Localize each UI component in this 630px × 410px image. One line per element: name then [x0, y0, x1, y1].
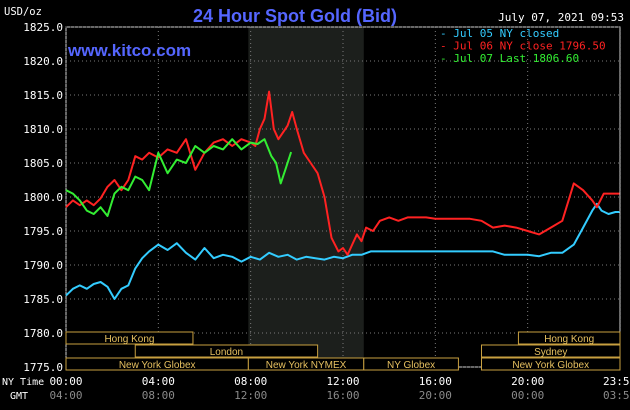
x-tick-label-ny: 20:00: [511, 375, 544, 388]
x-label-gmt: GMT: [10, 391, 28, 402]
session-box: [363, 357, 459, 371]
site-url[interactable]: www.kitco.com: [67, 41, 191, 60]
y-tick-label: 1790.0: [23, 259, 63, 272]
x-tick-label-gmt: 03:59: [603, 389, 630, 402]
session-label: Sydney: [534, 347, 567, 358]
legend-entry: - Jul 07 Last 1806.60: [440, 52, 579, 65]
x-tick-label-ny: 23:59: [603, 375, 630, 388]
x-tick-label-ny: 16:00: [419, 375, 452, 388]
chart-title: 24 Hour Spot Gold (Bid): [193, 6, 397, 26]
session-label: NY Globex: [387, 360, 435, 371]
y-tick-label: 1800.0: [23, 191, 63, 204]
session-label: New York Globex: [512, 360, 589, 371]
y-tick-label: 1820.0: [23, 55, 63, 68]
session-box: [517, 331, 621, 345]
chart-timestamp: July 07, 2021 09:53: [498, 11, 624, 24]
session-box: [65, 331, 194, 345]
session-label: London: [210, 347, 243, 358]
y-tick-label: 1795.0: [23, 225, 63, 238]
y-tick-label: 1805.0: [23, 157, 63, 170]
session-box: [481, 344, 621, 358]
series-line-3: [65, 138, 293, 217]
x-tick-label-gmt: 04:00: [49, 389, 82, 402]
x-tick-label-gmt: 00:00: [511, 389, 544, 402]
x-tick-label-ny: 00:00: [49, 375, 82, 388]
x-tick-label-gmt: 12:00: [234, 389, 267, 402]
session-label: New York Globex: [119, 360, 196, 371]
session-box: [134, 344, 319, 358]
session-label: Hong Kong: [544, 334, 594, 345]
x-tick-label-ny: 08:00: [234, 375, 267, 388]
y-tick-label: 1775.0: [23, 361, 63, 374]
x-label-ny: NY Time: [2, 377, 44, 388]
legend-entry: - Jul 05 NY closed: [440, 27, 559, 40]
x-tick-label-ny: 12:00: [326, 375, 359, 388]
y-tick-label: 1815.0: [23, 89, 63, 102]
y-unit-label: USD/oz: [4, 6, 42, 18]
legend: - Jul 05 NY closed- Jul 06 NY close 1796…: [440, 27, 606, 65]
x-tick-label-gmt: 08:00: [142, 389, 175, 402]
session-box: [481, 357, 621, 371]
session-label: New York NYMEX: [266, 360, 347, 371]
y-tick-label: 1780.0: [23, 327, 63, 340]
series-line-1: [65, 202, 620, 300]
y-tick-label: 1825.0: [23, 21, 63, 34]
x-tick-label-gmt: 20:00: [419, 389, 452, 402]
legend-entry: - Jul 06 NY close 1796.50: [440, 40, 606, 53]
session-label: Hong Kong: [104, 334, 154, 345]
y-tick-label: 1810.0: [23, 123, 63, 136]
series-line-2: [65, 90, 620, 256]
y-tick-label: 1785.0: [23, 293, 63, 306]
x-tick-label-gmt: 16:00: [326, 389, 359, 402]
x-tick-label-ny: 04:00: [142, 375, 175, 388]
